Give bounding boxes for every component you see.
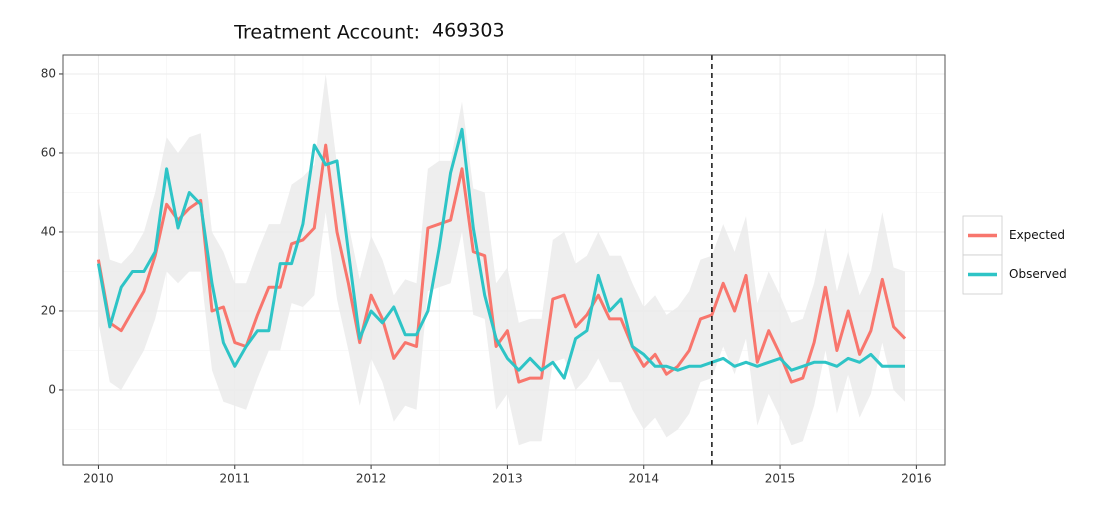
chart-title: Treatment Account: <box>233 22 420 44</box>
y-tick-label: 20 <box>41 303 56 317</box>
x-tick-label: 2010 <box>83 472 114 486</box>
legend-label: Observed <box>1009 267 1067 281</box>
x-tick-label: 2012 <box>356 472 387 486</box>
x-tick-label: 2014 <box>628 472 659 486</box>
x-tick-label: 2016 <box>901 472 932 486</box>
confidence-band <box>98 74 905 446</box>
panel-border <box>62 54 946 466</box>
x-tick-label: 2015 <box>765 472 796 486</box>
y-tick-label: 40 <box>41 224 56 238</box>
x-tick-label: 2013 <box>492 472 523 486</box>
series-line <box>96 127 905 380</box>
y-tick-label: 0 <box>48 382 56 396</box>
y-tick-label: 80 <box>41 66 56 80</box>
x-tick-label: 2011 <box>219 472 250 486</box>
y-tick-label: 60 <box>41 145 56 159</box>
series-line <box>96 143 907 384</box>
account-number: 469303 <box>432 20 505 42</box>
legend-label: Expected <box>1009 228 1065 242</box>
